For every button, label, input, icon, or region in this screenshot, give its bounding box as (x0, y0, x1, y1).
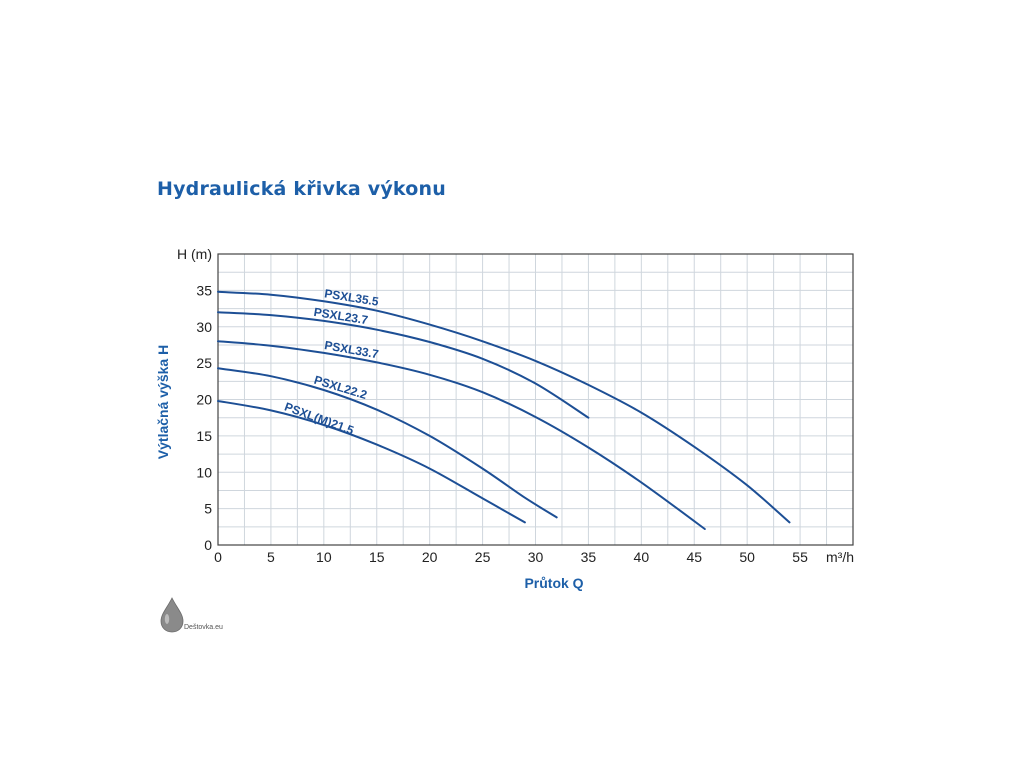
x-tick-label: 50 (739, 549, 755, 565)
chart-title: Hydraulická křivka výkonu (157, 178, 446, 200)
y-axis-title: Výtlačná výška H (155, 345, 171, 459)
series-label: PSXL(M)21.5 (283, 400, 356, 438)
y-tick-label: 0 (204, 537, 212, 553)
series-line (217, 367, 558, 519)
x-tick-label: 40 (634, 549, 650, 565)
x-axis-title: Průtok Q (524, 575, 583, 591)
drop-icon (160, 597, 184, 633)
x-tick-label: 35 (581, 549, 597, 565)
x-tick-label: 30 (528, 549, 544, 565)
watermark-text: Deštovka.eu (184, 624, 223, 631)
tick-labels: 0 5 10 15 20 25 30 35 40 45 50 55 0 5 10 15 20 25 30 35 (196, 282, 808, 565)
y-tick-label: 25 (196, 355, 212, 371)
x-tick-label: 20 (422, 549, 438, 565)
grid (217, 253, 854, 546)
x-tick-label: 55 (792, 549, 808, 565)
y-unit-label: H (m) (177, 246, 212, 262)
y-tick-label: 5 (204, 501, 212, 517)
x-tick-label: 25 (475, 549, 491, 565)
x-tick-label: 0 (214, 549, 222, 565)
series-line (217, 290, 791, 524)
series-line (217, 400, 526, 524)
y-tick-label: 10 (196, 464, 212, 480)
y-tick-label: 30 (196, 319, 212, 335)
y-tick-label: 20 (196, 392, 212, 408)
x-tick-label: 45 (686, 549, 702, 565)
x-unit-label: m³/h (826, 549, 854, 565)
y-tick-label: 35 (196, 282, 212, 298)
series-line (217, 340, 706, 530)
x-tick-label: 10 (316, 549, 332, 565)
series-line (217, 311, 590, 419)
y-tick-label: 15 (196, 428, 212, 444)
plot-frame (217, 253, 854, 546)
x-tick-label: 5 (267, 549, 275, 565)
series-label: PSXL22.2 (312, 373, 369, 402)
x-tick-label: 15 (369, 549, 385, 565)
watermark: Deštovka.eu (160, 597, 223, 633)
series-lines (217, 290, 791, 530)
